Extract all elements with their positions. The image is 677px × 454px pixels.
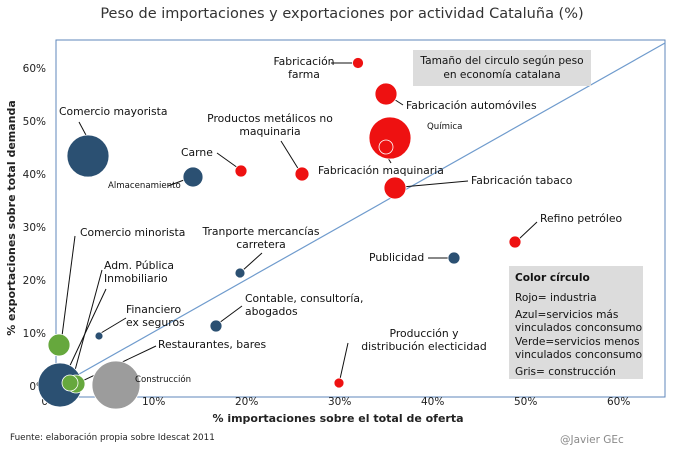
x-tick-label: 20% (235, 396, 258, 408)
point-label: Tranporte mercancías carretera (201, 225, 319, 251)
point-label: Publicidad (369, 251, 424, 264)
bubble-construcción (91, 360, 141, 410)
bubble-productos-metálicos-no-maquinaria (294, 166, 310, 182)
size-note-line-2: en economía catalana (443, 69, 560, 81)
legend-line-3: vinculados conconsumo (515, 322, 642, 334)
point-label: Química (427, 122, 462, 132)
bubble-carne (234, 164, 248, 178)
point-labels: Fabricación farma Fabricación automóviles Q… (59, 55, 623, 385)
bubbles (37, 57, 522, 410)
size-note-box: Tamaño del circulo según peso en economí… (413, 50, 591, 86)
callout-line (241, 252, 263, 272)
callout-line (339, 342, 349, 380)
legend-line-5: vinculados conconsumo (515, 349, 642, 361)
point-label: Producción y distribución electicidad (361, 327, 486, 353)
bubble-contable-consultoría-abogados (209, 319, 223, 333)
point-label: Adm. Pública (104, 259, 174, 272)
point-label: Carne (181, 146, 213, 159)
y-tick-label: 60% (23, 63, 46, 75)
bubble-fabricación-automóviles (374, 82, 398, 106)
point-label: Contable, consultoría, abogados (245, 292, 363, 318)
x-tick-label: 50% (514, 396, 537, 408)
x-tick-label: 30% (328, 396, 351, 408)
source-note: Fuente: elaboración propia sobre Idescat… (10, 432, 215, 443)
bubble-almacenamiento (182, 166, 204, 188)
point-label: Fabricación farma (273, 55, 334, 81)
x-tick-label: 40% (421, 396, 444, 408)
legend-line-4: Verde=servicios menos (515, 336, 640, 348)
x-axis-label: % importaciones sobre el total de oferta (212, 412, 463, 425)
point-label: Refino petróleo (540, 212, 623, 225)
callout-line (218, 305, 243, 324)
bubble-comercio-minorista (47, 333, 71, 357)
chart-title: Peso de importaciones y exportaciones po… (100, 6, 583, 22)
x-tick-label: 60% (607, 396, 630, 408)
y-tick-label: 30% (23, 222, 46, 234)
point-label: Restaurantes, bares (158, 338, 267, 351)
color-legend-box: Color círculo Rojo= industria Azul=servi… (509, 266, 643, 379)
bubble-producción-y-distribución-electicidad (333, 377, 345, 389)
callout-line (216, 152, 239, 169)
legend-line-1: Rojo= industria (515, 292, 597, 304)
callout-line (61, 235, 76, 337)
y-axis-label: % exportaciones sobre total demanda (5, 100, 18, 336)
bubble-publicidad (447, 251, 461, 265)
bubble-tranporte-mercancías-carretera (234, 267, 246, 279)
bubble-fabricación-maquinaria (378, 139, 394, 155)
bubble-financiero-ex-seguros (94, 331, 104, 341)
x-tick-label: 10% (142, 396, 165, 408)
y-tick-label: 40% (23, 169, 46, 181)
callout-line (100, 317, 127, 334)
callout-line (65, 288, 107, 375)
point-label: Productos metálicos no maquinaria (207, 112, 333, 138)
point-label: Inmobiliario (104, 272, 168, 285)
callout-line (280, 140, 300, 171)
point-label: Construcción (135, 374, 191, 385)
bubble-fabricación-farma (352, 57, 364, 69)
diagonal-line (57, 42, 666, 387)
y-axis-ticks: 0%10%20%30%40%50%60% (23, 63, 46, 393)
size-note-line-1: Tamaño del circulo según peso (419, 55, 583, 67)
legend-line-2: Azul=servicios más (515, 309, 618, 321)
callout-line (73, 269, 103, 375)
point-label: Fabricación automóviles (406, 99, 537, 112)
legend-line-6: Gris= construcción (515, 366, 616, 378)
legend-title: Color círculo (515, 272, 590, 284)
y-tick-label: 10% (23, 328, 46, 340)
author-credit: @Javier GEc (560, 434, 624, 446)
y-tick-label: 50% (23, 116, 46, 128)
callout-line (401, 180, 469, 188)
bubble-refino-petróleo (508, 235, 522, 249)
point-label: Comercio mayorista (59, 105, 168, 118)
bubble-restaurantes-bares (61, 374, 79, 392)
point-label: Comercio minorista (80, 226, 185, 239)
y-tick-label: 20% (23, 275, 46, 287)
point-label: Almacenamiento (108, 181, 181, 191)
point-label: Financiero ex seguros (126, 303, 185, 329)
callout-line (167, 179, 185, 187)
callout-lines (61, 62, 538, 384)
callout-line (518, 221, 538, 240)
bubble-fabricación-tabaco (383, 176, 407, 200)
point-label: Fabricación maquinaria (318, 164, 444, 177)
bubble-comercio-mayorista (66, 134, 110, 178)
point-label: Fabricación tabaco (471, 174, 573, 187)
